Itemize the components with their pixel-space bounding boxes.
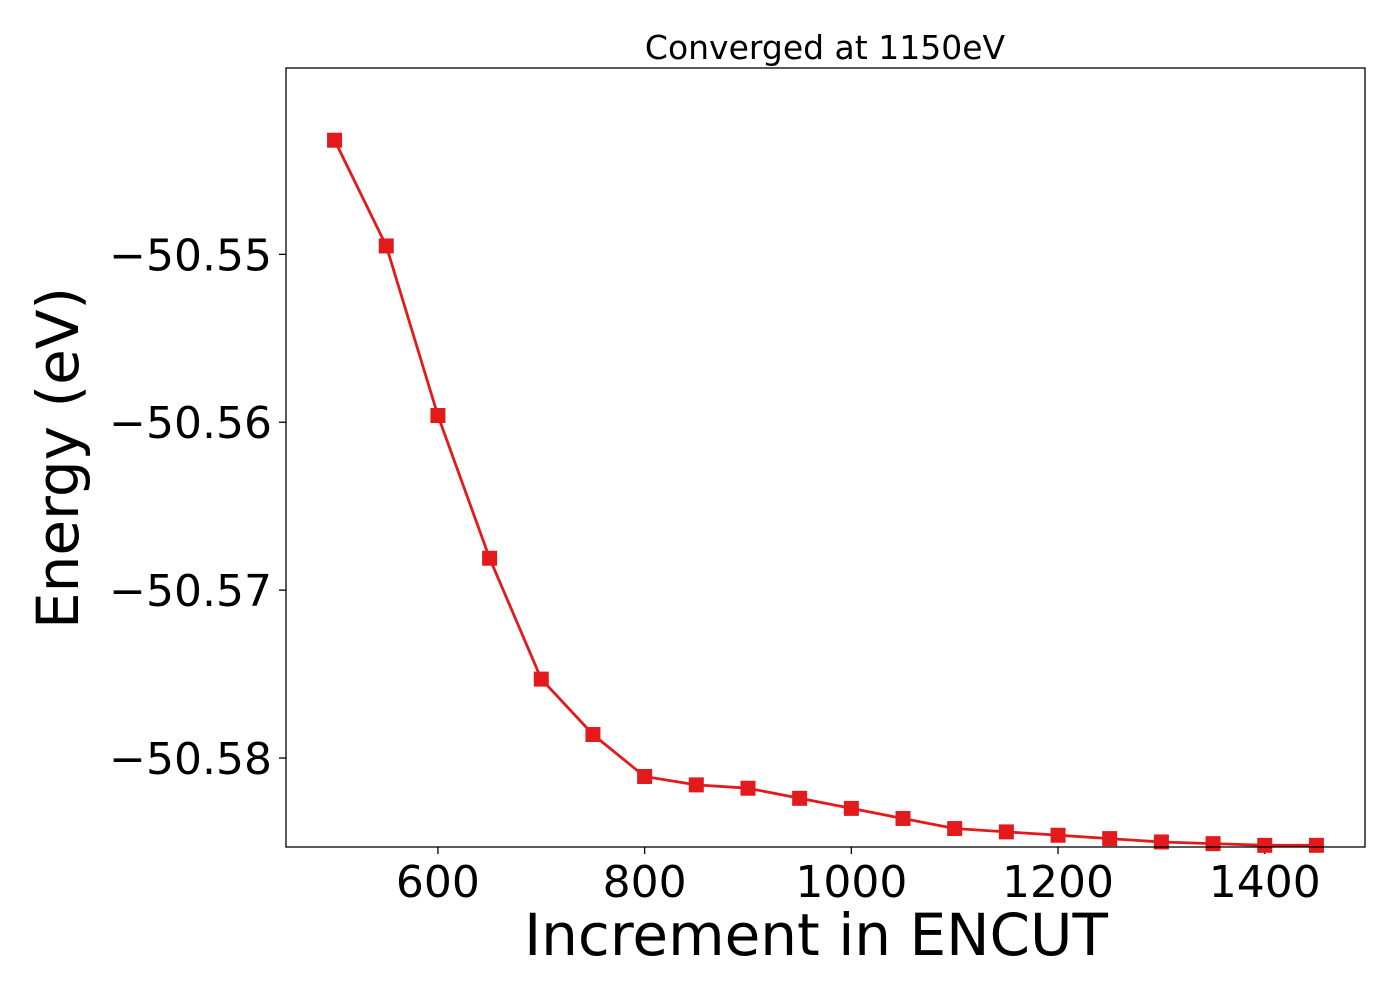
y-tick-label: −50.56	[109, 398, 272, 449]
data-point-marker	[1308, 837, 1324, 853]
data-point-marker	[533, 671, 549, 687]
data-point-marker	[585, 727, 601, 743]
data-point-marker	[1205, 836, 1221, 852]
data-point-marker	[430, 408, 446, 424]
series-layer	[327, 132, 1324, 853]
plot-frame	[285, 67, 1366, 848]
data-point-marker	[482, 550, 498, 566]
series-line	[333, 139, 1317, 847]
data-point-marker	[1153, 834, 1169, 850]
y-axis-title: Energy (eV)	[24, 287, 92, 629]
x-axis-ticks: 600 800 1000 1200 1400	[396, 847, 1321, 908]
data-point-marker	[895, 810, 911, 826]
data-point-marker	[1102, 831, 1118, 847]
x-tick-label: 1000	[795, 857, 907, 908]
x-tick-label: 800	[603, 857, 687, 908]
x-tick-label: 1400	[1209, 857, 1321, 908]
data-point-marker	[378, 238, 394, 254]
x-tick-label: 1200	[1002, 857, 1114, 908]
data-point-marker	[843, 800, 859, 816]
data-point-marker	[1050, 827, 1066, 843]
x-tick-label: 600	[396, 857, 480, 908]
chart-title: Converged at 1150eV	[645, 28, 1006, 67]
data-point-marker	[637, 768, 653, 784]
data-point-marker	[947, 821, 963, 837]
y-tick-label: −50.57	[109, 566, 272, 617]
data-point-marker	[688, 777, 704, 793]
data-point-marker	[792, 790, 808, 806]
x-axis-title: Increment in ENCUT	[524, 901, 1108, 969]
data-point-marker	[1257, 837, 1273, 853]
y-axis-ticks: −50.55 −50.56 −50.57 −50.58	[109, 230, 286, 785]
data-point-marker	[998, 824, 1014, 840]
y-tick-label: −50.55	[109, 230, 272, 281]
data-point-marker	[740, 780, 756, 796]
y-tick-label: −50.58	[109, 734, 272, 785]
data-point-marker	[327, 132, 343, 148]
